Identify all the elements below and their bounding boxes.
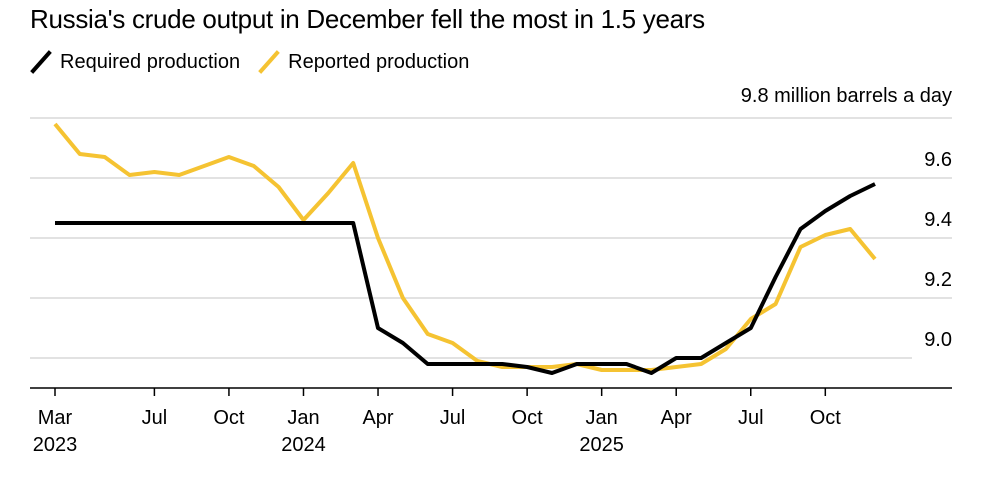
- y-axis-unit-label: 9.8 million barrels a day: [740, 85, 952, 107]
- x-tick-label: Oct: [810, 407, 842, 429]
- legend-item-required: Required production: [30, 50, 240, 74]
- series-line-required-production: [55, 182, 876, 375]
- y-tick-label: 9.6: [924, 149, 952, 171]
- chart-title: Russia's crude output in December fell t…: [30, 4, 705, 34]
- legend-swatch-reported: [258, 50, 280, 74]
- y-tick-label: 9.4: [924, 209, 952, 231]
- x-tick-label: Apr: [661, 407, 692, 429]
- legend: Required production Reported production: [30, 50, 487, 74]
- legend-item-reported: Reported production: [258, 50, 469, 74]
- legend-label-reported: Reported production: [288, 50, 470, 73]
- x-tick-year-label: 2025: [579, 434, 624, 456]
- x-tick-label: Oct: [512, 407, 544, 429]
- x-tick-label: Apr: [362, 407, 393, 429]
- x-tick-label: Jul: [142, 407, 168, 429]
- x-tick-label: Oct: [213, 407, 245, 429]
- x-tick-label: Jul: [440, 407, 466, 429]
- x-tick-year-label: 2024: [281, 434, 326, 456]
- legend-swatch-required: [30, 50, 52, 74]
- x-tick-year-label: 2023: [33, 434, 78, 456]
- x-tick-label: Jul: [738, 407, 764, 429]
- series-line-reported-production: [53, 122, 877, 372]
- x-tick-label: Jan: [586, 407, 618, 429]
- x-tick-label: Jan: [287, 407, 319, 429]
- y-tick-label: 9.0: [924, 329, 952, 351]
- x-tick-label: Mar: [38, 407, 73, 429]
- legend-label-required: Required production: [60, 50, 241, 73]
- y-tick-label: 9.2: [924, 269, 952, 291]
